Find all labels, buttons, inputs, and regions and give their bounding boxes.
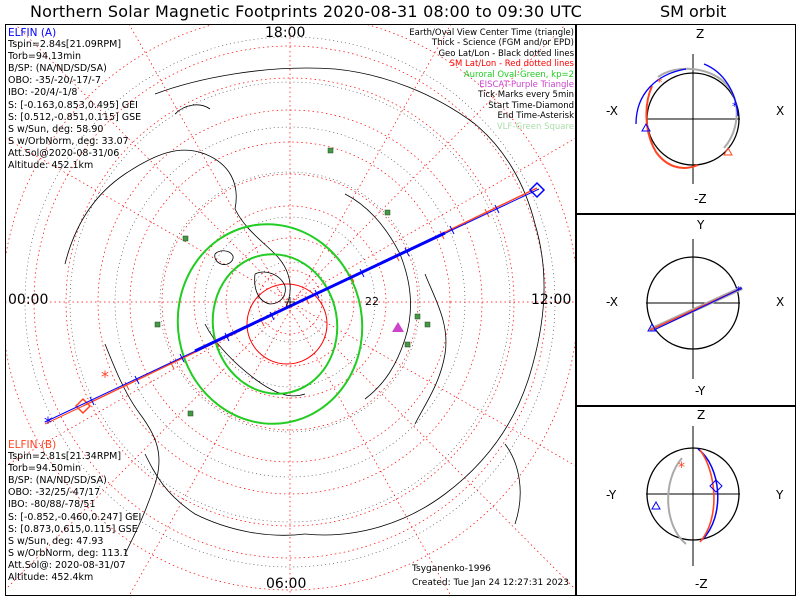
orbit1-right-label: X: [776, 104, 785, 118]
svg-text:*: *: [736, 284, 742, 297]
elfin-a-line: Att.Sol@2020-08-31/06: [8, 147, 120, 159]
orbit-panel-xy: *: [646, 239, 743, 379]
elfin-b-title: ELFIN (B): [8, 439, 57, 451]
auroral-oval: [176, 223, 364, 425]
elfin-b-line: S: [-0.852,-0.460,0.247] GEI: [8, 511, 142, 523]
created-timestamp: Created: Tue Jan 24 12:27:31 2023: [412, 578, 569, 588]
elfin-b-line: Torb=94.50min: [8, 463, 82, 475]
orbit-panel-xz-frame: [576, 24, 796, 214]
elfin-b-line: Tspin=2.81s[21.34RPM]: [8, 451, 122, 463]
orbit2-left-label: -X: [606, 295, 618, 309]
elfin-a-line: Altitude: 452.1km: [8, 160, 94, 172]
elfin-a-line: Tspin=2.84s[21.09RPM]: [8, 39, 122, 51]
pole-center: [285, 297, 295, 307]
orbit-panel-xy-frame: [576, 214, 796, 406]
orbit3-top-label: Z: [697, 408, 706, 422]
legend-item: Tick Marks every 5min: [478, 90, 574, 101]
plot-title: Northern Solar Magnetic Footprints 2020-…: [30, 2, 582, 21]
orbit3-bottom-label: -Z: [695, 577, 708, 591]
legend-item: Earth/Oval View Center Time (triangle): [409, 28, 574, 38]
orbit-title: SM orbit: [660, 2, 727, 21]
elfin-a-line: B/SP: (NA/ND/SD/SA): [8, 63, 107, 75]
legend-item: SM Lat/Lon - Red dotted lines: [449, 59, 574, 70]
elfin-a-line: IBO: -20/4/-1/8: [8, 87, 78, 99]
orbit-panel-xz: * *: [635, 54, 740, 184]
svg-text:*: *: [657, 76, 663, 89]
legend-item: Start Time-Diamond: [488, 100, 574, 111]
orbit1-bottom-label: -Z: [694, 192, 707, 206]
elfin-b-line: S w/OrbNorm, deg: 113.1: [8, 547, 129, 559]
orbit-panel-yz-frame: [576, 406, 796, 596]
elfin-b-line: IBO: -80/88/-78/51: [8, 499, 96, 511]
elfin-b-line: Altitude: 452.4km: [8, 572, 94, 584]
elfin-a-line: Torb=94.13min: [8, 51, 82, 63]
elfin-a-line: S w/Sun, deg: 58.90: [8, 123, 104, 135]
footprint-map: * *: [6, 25, 575, 595]
orbit1-top-label: Z: [696, 27, 705, 41]
hour-label-right: 12:00: [531, 292, 572, 308]
orbit-panel-yz: *: [646, 426, 740, 566]
elfin-a-info: ELFIN (A) Tspin=2.84s[21.09RPM] Torb=94.…: [8, 27, 141, 172]
legend-item: Geo Lat/Lon - Black dotted lines: [438, 48, 574, 59]
hour-label-top: 18:00: [265, 25, 306, 41]
orbit3-left-label: -Y: [606, 488, 617, 502]
elfin-a-title: ELFIN (A): [8, 27, 57, 39]
ring-label: 22: [365, 295, 379, 308]
orbit2-right-label: X: [776, 295, 785, 309]
elfin-a-line: S: [-0.163,0.853,0.495] GEI: [8, 99, 138, 111]
footprint-map-frame: [5, 24, 576, 596]
orbit2-top-label: Y: [697, 218, 705, 232]
legend-item: End Time-Asterisk: [497, 111, 574, 122]
svg-text:*: *: [732, 100, 738, 113]
legend-item: Thick - Science (FGM and/or EPD): [431, 38, 574, 49]
elfin-b-line: Att.Sol@: 2020-08-31/07: [8, 559, 126, 571]
elfin-b-line: S: [0.873,0.615,0.115] GSE: [8, 523, 138, 535]
elfin-b-line: S w/Sun, deg: 47.93: [8, 535, 104, 547]
elfin-a-line: S w/OrbNorm, deg: 33.07: [8, 135, 129, 147]
model-credit: Tsyganenko-1996: [412, 564, 491, 574]
elfin-b-info: ELFIN (B) Tspin=2.81s[21.34RPM] Torb=94.…: [8, 439, 141, 584]
orbit2-bottom-label: -Y: [695, 384, 706, 398]
vlf-stations: [154, 147, 431, 417]
svg-text:*: *: [678, 460, 685, 476]
elfin-a-line: S: [0.512,-0.851,0.115] GSE: [8, 111, 142, 123]
legend-item: VLF-Green Square: [496, 121, 574, 132]
elfin-b-line: B/SP: (NA/ND/SD/SA): [8, 475, 107, 487]
sm-inner-circle: [246, 283, 328, 365]
orbit1-left-label: -X: [606, 104, 618, 118]
legend: Earth/Oval View Center Time (triangle) T…: [409, 28, 574, 132]
legend-item: Auroral Oval-Green, kp=2: [463, 69, 574, 80]
svg-text:*: *: [44, 413, 52, 432]
hour-label-left: 00:00: [8, 292, 49, 308]
elfin-a-line: OBO: -35/-20/-17/-7: [8, 75, 101, 87]
elfin-b-line: OBO: -32/25/-47/17: [8, 487, 101, 499]
legend-item: EISCAT-Purple Triangle: [479, 79, 574, 90]
elfin-a-footprint: *: [44, 181, 546, 432]
orbit3-right-label: Y: [776, 488, 784, 502]
eiscat-triangle: [392, 322, 404, 332]
hour-label-bottom: 06:00: [266, 576, 307, 592]
svg-text:*: *: [101, 367, 109, 386]
